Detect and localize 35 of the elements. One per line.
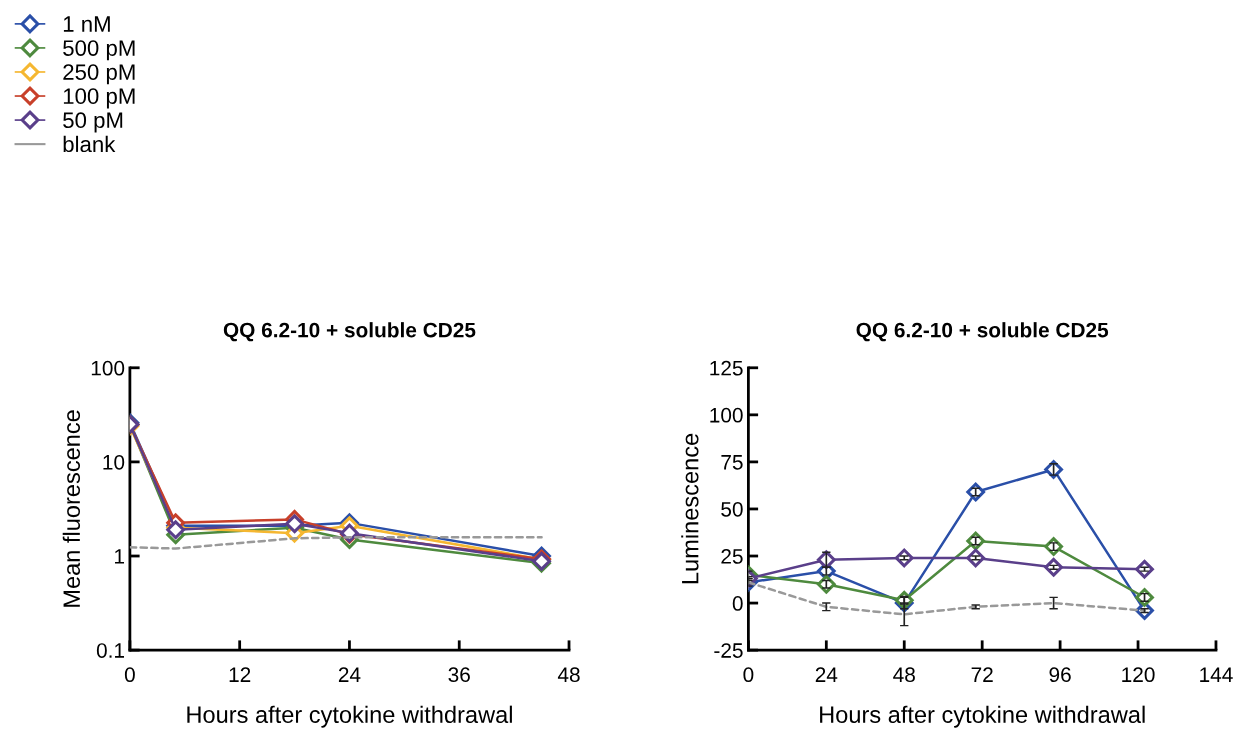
legend-label: blank bbox=[63, 135, 116, 153]
y-tick-label: 50 bbox=[721, 501, 743, 517]
x-tick-label: 48 bbox=[893, 667, 915, 683]
legend-label: 500 pM bbox=[63, 40, 135, 61]
legend-label: 1 nM bbox=[63, 16, 110, 32]
y-tick-label: 0 bbox=[732, 596, 743, 611]
x-tick-label: 48 bbox=[557, 667, 580, 683]
x-axis-title: Hours after cytokine withdrawal bbox=[187, 705, 512, 728]
y-axis-title: Luminescence bbox=[681, 433, 699, 584]
y-tick-label: 1 bbox=[115, 549, 125, 564]
chart-title: QQ 6.2-10 + soluble CD25 bbox=[223, 322, 476, 342]
x-tick-label: 72 bbox=[971, 667, 993, 682]
y-tick-label: 25 bbox=[721, 549, 743, 564]
y-tick-label: 10 bbox=[103, 454, 125, 470]
y-tick-label: 100 bbox=[710, 407, 743, 423]
y-tick-label: 125 bbox=[710, 360, 743, 376]
y-tick-label: -25 bbox=[714, 643, 743, 658]
x-tick-label: 144 bbox=[1200, 667, 1233, 682]
x-tick-label: 0 bbox=[124, 667, 135, 683]
chart-title: QQ 6.2-10 + soluble CD25 bbox=[856, 322, 1109, 342]
x-tick-label: 12 bbox=[229, 667, 251, 682]
legend-label: 100 pM bbox=[63, 88, 135, 109]
y-tick-label: 100 bbox=[91, 360, 125, 376]
y-axis-title: Mean fluorescence bbox=[62, 410, 81, 607]
x-axis-title: Hours after cytokine withdrawal bbox=[820, 705, 1145, 728]
x-tick-label: 96 bbox=[1049, 667, 1071, 683]
x-tick-label: 0 bbox=[743, 667, 754, 683]
legend-label: 50 pM bbox=[63, 112, 123, 133]
x-tick-label: 24 bbox=[815, 667, 838, 682]
x-tick-label: 36 bbox=[448, 667, 470, 683]
x-tick-label: 24 bbox=[338, 667, 361, 682]
x-tick-label: 120 bbox=[1122, 667, 1155, 683]
y-tick-label: 75 bbox=[721, 455, 743, 470]
y-tick-label: 0.1 bbox=[96, 643, 125, 658]
legend-label: 250 pM bbox=[63, 64, 135, 85]
